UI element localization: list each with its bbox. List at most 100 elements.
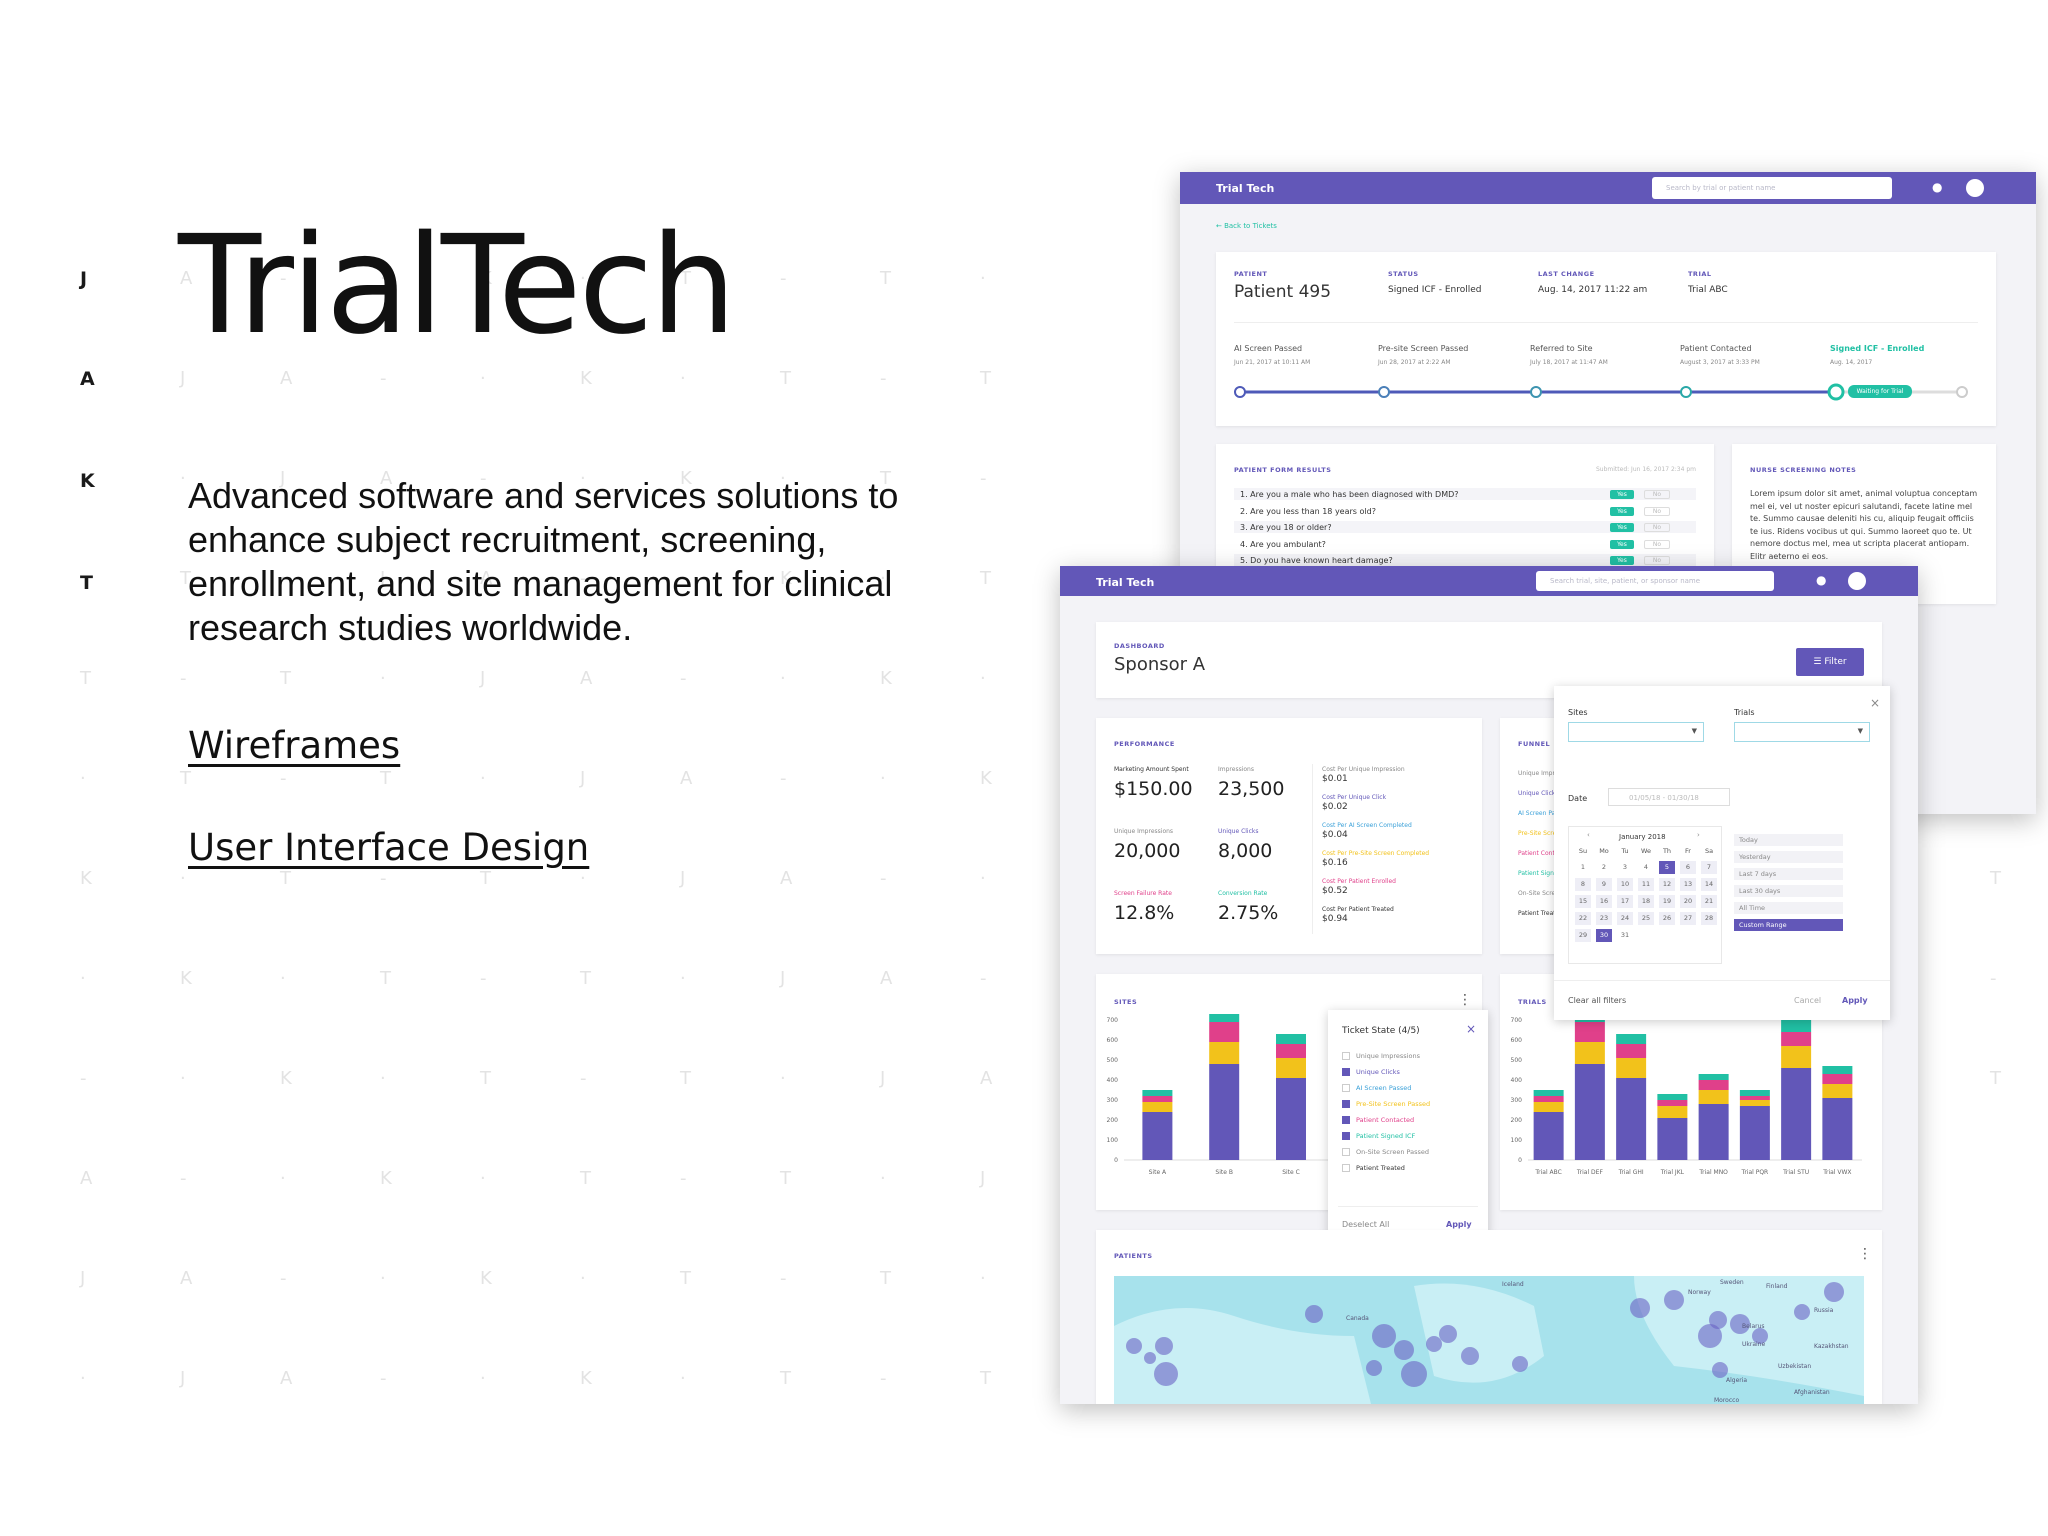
calendar-day[interactable]: 7 xyxy=(1701,861,1717,874)
wireframes-link[interactable]: Wireframes xyxy=(188,724,401,767)
calendar-day[interactable]: 2 xyxy=(1601,863,1607,871)
patient-bubble[interactable] xyxy=(1154,1362,1178,1386)
patient-bubble[interactable] xyxy=(1512,1356,1528,1372)
range-preset[interactable]: Last 30 days xyxy=(1734,885,1843,897)
calendar-day[interactable]: 10 xyxy=(1617,878,1633,891)
checkbox[interactable] xyxy=(1342,1116,1350,1124)
calendar-day[interactable]: 4 xyxy=(1643,863,1649,871)
calendar-day[interactable]: 1 xyxy=(1580,863,1586,871)
calendar-day[interactable]: 13 xyxy=(1680,878,1696,891)
ticket-apply-button[interactable]: Apply xyxy=(1446,1220,1472,1229)
range-preset[interactable]: All Time xyxy=(1734,902,1843,914)
ticket-state-item[interactable]: Patient Contacted xyxy=(1342,1116,1414,1124)
calendar-day[interactable]: 24 xyxy=(1617,912,1633,925)
checkbox[interactable] xyxy=(1342,1052,1350,1060)
ticket-state-item[interactable]: Patient Treated xyxy=(1342,1164,1405,1172)
close-icon[interactable]: × xyxy=(1466,1022,1477,1036)
apply-button[interactable]: Apply xyxy=(1842,996,1868,1005)
patient-bubble[interactable] xyxy=(1426,1336,1442,1352)
patient-bubble[interactable] xyxy=(1698,1324,1722,1348)
calendar-day[interactable]: 16 xyxy=(1596,895,1612,908)
checkbox[interactable] xyxy=(1342,1084,1350,1092)
ticket-state-item[interactable]: Patient Signed ICF xyxy=(1342,1132,1415,1140)
checkbox[interactable] xyxy=(1342,1068,1350,1076)
calendar-day[interactable]: 15 xyxy=(1575,895,1591,908)
calendar-day[interactable]: 11 xyxy=(1638,878,1654,891)
avatar[interactable] xyxy=(1966,179,1984,197)
patient-bubble[interactable] xyxy=(1144,1352,1156,1364)
patient-bubble[interactable] xyxy=(1439,1325,1457,1343)
ticket-state-item[interactable]: On-Site Screen Passed xyxy=(1342,1148,1429,1156)
range-preset[interactable]: Yesterday xyxy=(1734,851,1843,863)
calendar-day[interactable]: 26 xyxy=(1659,912,1675,925)
range-preset[interactable]: Today xyxy=(1734,834,1843,846)
checkbox[interactable] xyxy=(1342,1148,1350,1156)
patient-bubble[interactable] xyxy=(1366,1360,1382,1376)
calendar-day[interactable]: 23 xyxy=(1596,912,1612,925)
more-options-icon[interactable]: ⋮ xyxy=(1458,992,1472,1008)
ui-design-link[interactable]: User Interface Design xyxy=(188,826,590,869)
dashboard-search-input[interactable]: Search trial, site, patient, or sponsor … xyxy=(1536,571,1774,591)
ticket-search-input[interactable]: Search by trial or patient name xyxy=(1652,177,1892,199)
range-preset[interactable]: Last 7 days xyxy=(1734,868,1843,880)
patient-bubble[interactable] xyxy=(1730,1314,1750,1334)
patient-bubble[interactable] xyxy=(1752,1328,1768,1344)
patient-bubble[interactable] xyxy=(1630,1298,1650,1318)
patient-bubble[interactable] xyxy=(1824,1282,1844,1302)
checkbox[interactable] xyxy=(1342,1100,1350,1108)
calendar-day[interactable]: 30 xyxy=(1596,929,1612,942)
patient-bubble[interactable] xyxy=(1305,1305,1323,1323)
sites-select[interactable]: ▼ xyxy=(1568,722,1704,742)
checkbox[interactable] xyxy=(1342,1132,1350,1140)
next-month-icon[interactable]: › xyxy=(1697,831,1700,839)
calendar-day[interactable]: 6 xyxy=(1680,861,1696,874)
calendar-day[interactable]: 27 xyxy=(1680,912,1696,925)
ticket-state-item[interactable]: AI Screen Passed xyxy=(1342,1084,1411,1092)
patient-bubble[interactable] xyxy=(1461,1347,1479,1365)
ticket-state-item[interactable]: Unique Clicks xyxy=(1342,1068,1400,1076)
patient-bubble[interactable] xyxy=(1664,1290,1684,1310)
calendar-day[interactable]: 5 xyxy=(1659,861,1675,874)
calendar-day[interactable]: 8 xyxy=(1575,878,1591,891)
checkbox[interactable] xyxy=(1342,1164,1350,1172)
clear-filters-button[interactable]: Clear all filters xyxy=(1568,996,1627,1005)
calendar-day[interactable]: 31 xyxy=(1620,931,1630,939)
calendar-day[interactable]: 17 xyxy=(1617,895,1633,908)
notification-bell-icon[interactable]: ● xyxy=(1932,180,1943,194)
more-options-icon[interactable]: ⋮ xyxy=(1858,1246,1872,1262)
patient-bubble[interactable] xyxy=(1712,1362,1728,1378)
calendar-day[interactable]: 21 xyxy=(1701,895,1717,908)
deselect-all-button[interactable]: Deselect All xyxy=(1342,1220,1390,1229)
patient-bubble[interactable] xyxy=(1394,1340,1414,1360)
calendar-day[interactable]: 9 xyxy=(1596,878,1612,891)
prev-month-icon[interactable]: ‹ xyxy=(1587,831,1590,839)
patient-bubble[interactable] xyxy=(1401,1361,1427,1387)
cancel-button[interactable]: Cancel xyxy=(1794,996,1822,1005)
patient-bubble[interactable] xyxy=(1126,1338,1142,1354)
trials-select[interactable]: ▼ xyxy=(1734,722,1870,742)
calendar-day[interactable]: 18 xyxy=(1638,895,1654,908)
range-preset[interactable]: Custom Range xyxy=(1734,919,1843,931)
date-range-input[interactable]: 01/05/18 - 01/30/18 xyxy=(1608,788,1730,806)
calendar-day[interactable]: 29 xyxy=(1575,929,1591,942)
calendar-day[interactable]: 22 xyxy=(1575,912,1591,925)
patients-map[interactable]: Canada Iceland Norway Sweden Finland Russia Be… xyxy=(1114,1276,1864,1404)
patient-bubble[interactable] xyxy=(1155,1337,1173,1355)
patient-bubble[interactable] xyxy=(1372,1324,1396,1348)
patient-bubble[interactable] xyxy=(1709,1311,1727,1329)
notification-bell-icon[interactable]: ● xyxy=(1816,573,1827,587)
calendar-day[interactable]: 19 xyxy=(1659,895,1675,908)
calendar-day[interactable]: 14 xyxy=(1701,878,1717,891)
close-icon[interactable]: × xyxy=(1870,696,1881,710)
back-to-tickets-link[interactable]: ← Back to Tickets xyxy=(1216,222,1277,230)
ticket-state-item[interactable]: Unique Impressions xyxy=(1342,1052,1420,1060)
calendar-day[interactable]: 20 xyxy=(1680,895,1696,908)
patient-bubble[interactable] xyxy=(1794,1304,1810,1320)
calendar-day[interactable]: 12 xyxy=(1659,878,1675,891)
calendar-day[interactable]: 3 xyxy=(1622,863,1628,871)
filter-button[interactable]: ☰ Filter xyxy=(1796,648,1864,676)
ticket-state-item[interactable]: Pre-Site Screen Passed xyxy=(1342,1100,1430,1108)
calendar-day[interactable]: 28 xyxy=(1701,912,1717,925)
avatar[interactable] xyxy=(1848,572,1866,590)
calendar-day[interactable]: 25 xyxy=(1638,912,1654,925)
